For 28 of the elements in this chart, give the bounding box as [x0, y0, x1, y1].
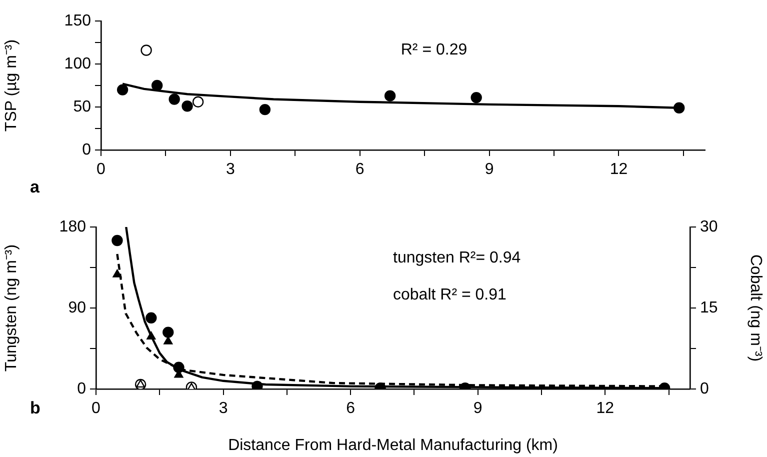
y2-axis-title: Cobalt (ng m⁻³)	[746, 254, 764, 362]
y-tick-label: 100	[64, 55, 92, 72]
y-tick-label: 50	[73, 98, 92, 116]
x-tick-label: 12	[596, 400, 614, 418]
x-tick-label: 9	[484, 161, 494, 178]
text: a	[30, 178, 40, 197]
annotation: R² = 0.29	[400, 41, 468, 58]
y-axis-title: Tungsten (ng m⁻³)	[3, 244, 20, 372]
y2-tick-label: 15	[700, 299, 718, 316]
x-tick-label: 9	[473, 400, 482, 418]
x-tick-label: 6	[346, 400, 356, 418]
y-tick-label: 180	[59, 218, 86, 236]
x-tick-label: 3	[218, 400, 228, 418]
text: b	[30, 398, 40, 418]
y2-tick-label: 0	[700, 380, 709, 398]
annotation: tungsten R²= 0.94	[393, 249, 521, 266]
x-tick-label: 0	[96, 161, 106, 178]
annotation: cobalt R² = 0.91	[393, 286, 506, 304]
x-tick-label: 12	[610, 161, 628, 178]
y-axis-title: TSP (µg m⁻³)	[3, 39, 20, 132]
y-tick-label: 90	[68, 299, 86, 316]
x-tick-label: 3	[226, 161, 235, 178]
y-tick-label: 0	[82, 141, 92, 158]
y-tick-label: 150	[64, 12, 92, 30]
x-tick-label: 6	[355, 161, 364, 178]
y-tick-label: 0	[77, 380, 86, 398]
y2-tick-label: 30	[700, 218, 718, 236]
x-axis-title: Distance From Hard-Metal Manufacturing (km)	[228, 436, 558, 454]
